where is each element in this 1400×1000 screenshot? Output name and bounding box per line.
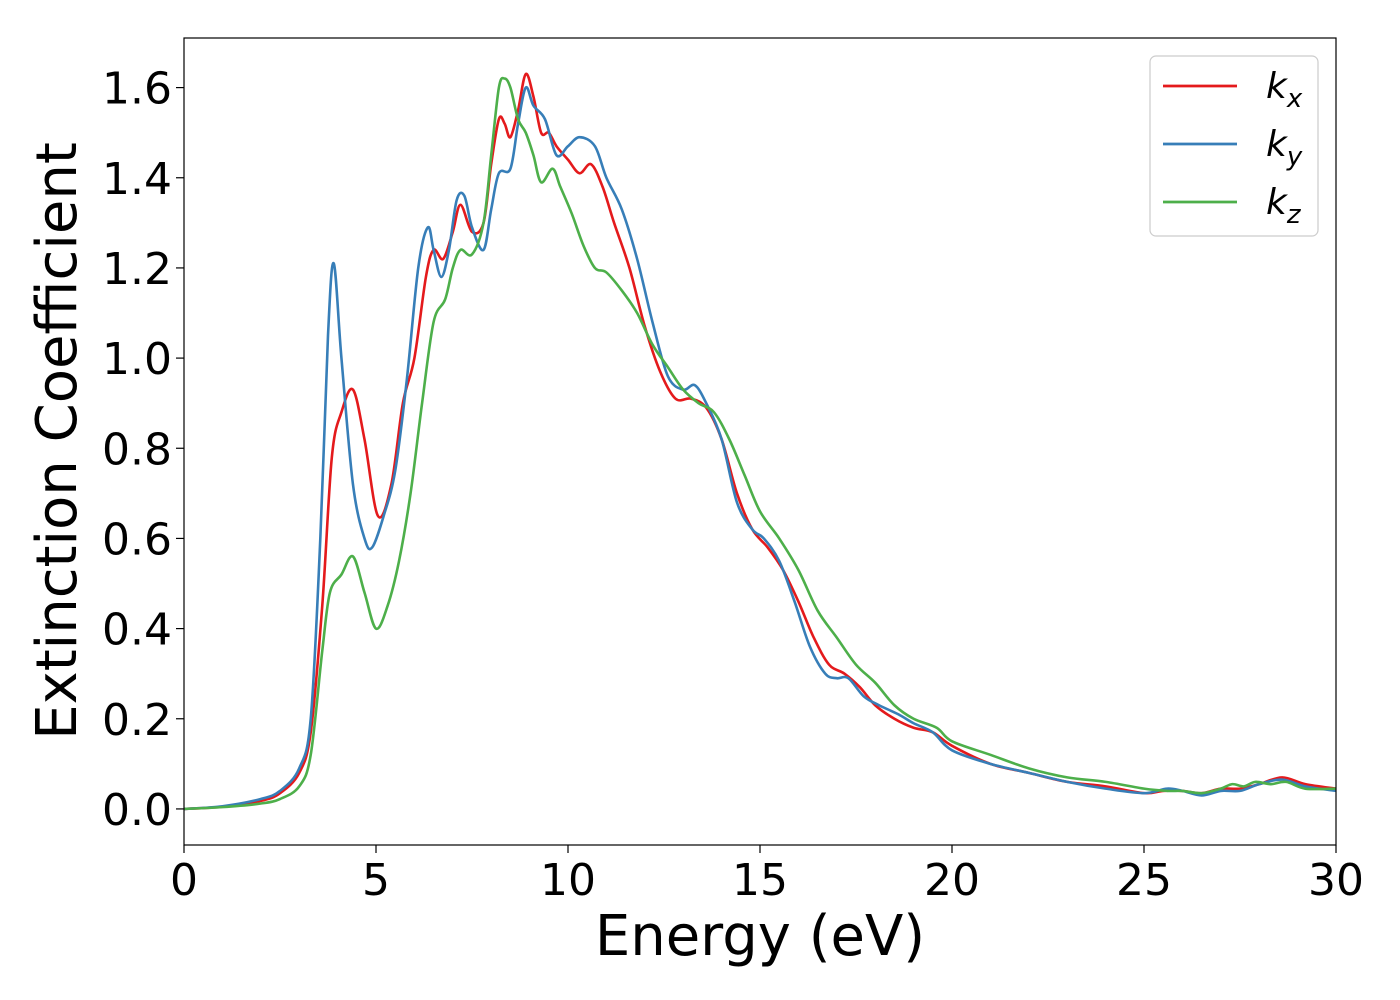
legend-label-base: k: [1266, 182, 1289, 223]
y-tick-label: 1.6: [102, 64, 172, 115]
y-tick-label: 1.4: [102, 154, 172, 205]
y-axis: 0.0 0.2 0.4 0.6 0.8 1.0 1.2 1.4 1.6: [102, 64, 184, 836]
series-line-ky: [184, 85, 1336, 811]
y-tick-label: 1.0: [102, 334, 172, 385]
legend-label-kz: kz: [1266, 182, 1302, 230]
y-tick-label: 0.6: [102, 514, 172, 565]
y-tick-label: 0.8: [102, 424, 172, 475]
x-tick-label: 10: [540, 855, 596, 906]
legend-label-ky: ky: [1266, 124, 1303, 172]
x-tick-label: 25: [1116, 855, 1172, 906]
x-axis: 0 5 10 15 20 25 30: [170, 845, 1364, 906]
series-line-kz: [184, 76, 1336, 811]
x-tick-label: 5: [362, 855, 390, 906]
x-tick-label: 15: [732, 855, 788, 906]
series-lines: [184, 72, 1336, 811]
legend-label-kx: kx: [1266, 66, 1303, 114]
x-axis-title: Energy (eV): [595, 904, 925, 969]
y-tick-label: 0.2: [102, 695, 172, 746]
y-tick-label: 1.2: [102, 244, 172, 295]
x-tick-label: 30: [1308, 855, 1364, 906]
y-tick-label: 0.4: [102, 605, 172, 656]
legend-label-subscript: y: [1286, 142, 1303, 172]
legend-label-base: k: [1266, 124, 1289, 165]
legend-label-base: k: [1266, 66, 1289, 107]
legend-box: [1149, 55, 1319, 237]
legend-label-subscript: z: [1286, 200, 1302, 230]
x-tick-label: 20: [924, 855, 980, 906]
legend-label-subscript: x: [1286, 84, 1303, 114]
y-tick-label: 0.0: [102, 785, 172, 836]
y-axis-title: Extinction Coefficient: [25, 142, 90, 740]
x-tick-label: 0: [170, 855, 198, 906]
